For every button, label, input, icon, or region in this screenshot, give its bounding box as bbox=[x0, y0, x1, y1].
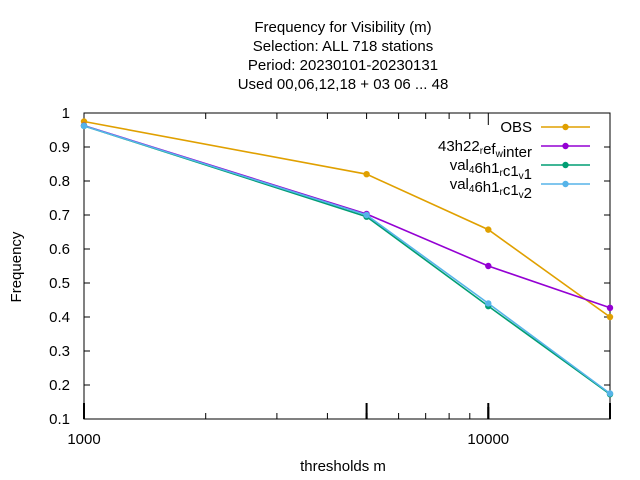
y-axis-label: Frequency bbox=[8, 231, 25, 302]
y-tick-label: 0.2 bbox=[49, 377, 70, 394]
plot-frame bbox=[83, 112, 611, 420]
x-axis-label: thresholds m bbox=[300, 458, 386, 475]
data-point bbox=[363, 211, 370, 219]
legend-label: 43h22refwinter bbox=[438, 138, 532, 161]
legend-marker bbox=[562, 161, 569, 169]
y-tick-label: 0.6 bbox=[49, 241, 70, 258]
data-point bbox=[485, 300, 492, 307]
data-point bbox=[485, 226, 492, 233]
legend: OBS 43h22refwinterval46h1rc1v1val46h1rc1v… bbox=[438, 119, 590, 202]
data-point bbox=[363, 171, 370, 178]
data-point bbox=[80, 122, 88, 130]
chart-title: Frequency for Visibility (m) Selection: A… bbox=[238, 19, 449, 93]
legend-marker bbox=[562, 123, 569, 131]
data-point bbox=[485, 262, 492, 270]
y-tick-label: 0.1 bbox=[49, 411, 70, 428]
data-point bbox=[606, 304, 614, 312]
y-tick-label: 0.9 bbox=[49, 139, 70, 156]
chart-title-line: Period: 20230101-20230131 bbox=[248, 57, 438, 74]
chart-title-line: Frequency for Visibility (m) bbox=[254, 19, 431, 36]
legend-marker bbox=[562, 180, 569, 188]
y-tick-label: 0.7 bbox=[49, 207, 70, 224]
legend-label: val46h1rc1v1 bbox=[450, 157, 532, 183]
y-tick-label: 0.5 bbox=[49, 275, 70, 292]
x-tick-label: 10000 bbox=[467, 431, 509, 448]
series-line-3 bbox=[83, 125, 611, 395]
legend-marker bbox=[562, 142, 569, 150]
axes: 0.1 0.2 0.3 0.4 0.5 0.6 0.7 0.8 0.9 1 1000 10000 bbox=[49, 105, 611, 448]
y-tick-label: 0.8 bbox=[49, 173, 70, 190]
y-tick-label: 1 bbox=[62, 105, 70, 122]
series-line-4 bbox=[83, 125, 611, 395]
series-line-1 bbox=[83, 120, 611, 318]
x-tick-label: 1000 bbox=[67, 431, 100, 448]
data-point bbox=[606, 390, 614, 397]
series-lines bbox=[80, 118, 614, 398]
y-tick-label: 0.4 bbox=[49, 309, 70, 326]
y-tick-label: 0.3 bbox=[49, 343, 70, 360]
data-point bbox=[606, 313, 614, 321]
legend-label: OBS bbox=[500, 119, 532, 136]
chart-title-line: Used 00,06,12,18 + 03 06 ... 48 bbox=[238, 76, 449, 93]
legend-label: val46h1rc1v2 bbox=[450, 176, 532, 202]
chart-title-line: Selection: ALL 718 stations bbox=[253, 38, 433, 55]
